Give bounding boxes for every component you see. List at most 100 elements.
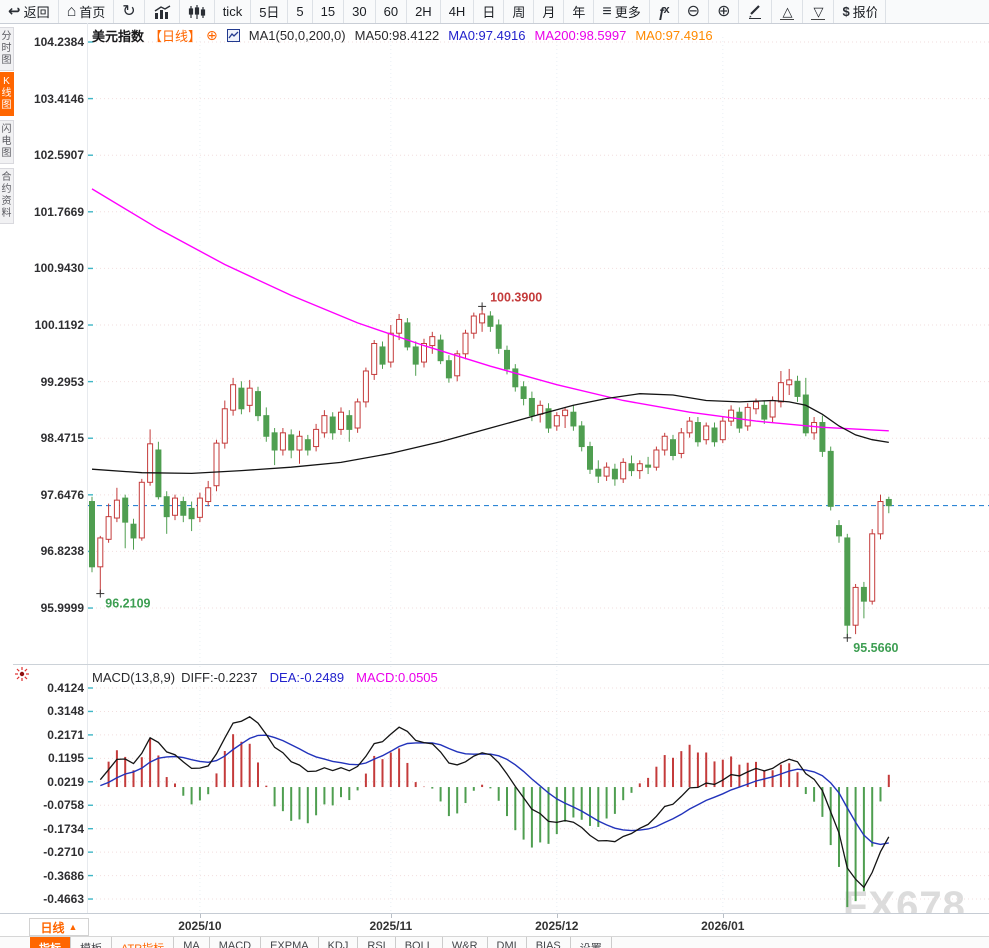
footer-tab[interactable]: MA	[174, 937, 210, 948]
main-y-tick-label: 97.6476	[40, 487, 84, 502]
toolbar-m15-button[interactable]: 15	[313, 0, 345, 23]
toolbar-more-button[interactable]: ≡ 更多	[594, 0, 650, 23]
toolbar-label: 返回	[23, 5, 50, 20]
ma200-value: MA200:98.5997	[534, 28, 627, 43]
macd-y-tick-label: 0.1195	[47, 751, 84, 766]
footer-tab[interactable]: EXPMA	[261, 937, 319, 948]
chart-header: 美元指数 【日线】 ⊕ MA1(50,0,200,0) MA50:98.4122…	[92, 26, 713, 45]
bottom-indicator-bar: 指标模板ATR指标MAMACDEXPMAKDJRSIBOLLW&RDMIBIAS…	[0, 936, 989, 948]
macd-y-tick-label: 0.4124	[47, 681, 84, 695]
toolbar-marker-down-button[interactable]: ▽	[803, 0, 835, 23]
toolbar-m30-button[interactable]: 30	[344, 0, 376, 23]
footer-tab[interactable]: ATR指标	[112, 937, 175, 948]
macd-y-tick-label: 0.2171	[47, 727, 84, 742]
toolbar-quote-button[interactable]: $ 报价	[834, 0, 886, 23]
x-axis-month-label: 2025/12	[535, 919, 579, 933]
triangle-down-icon: ▽	[811, 3, 826, 20]
footer-tab[interactable]: BIAS	[527, 937, 571, 948]
toolbar-zoom-in-button[interactable]: ⊕	[709, 0, 740, 23]
home-icon: ⌂	[66, 2, 77, 20]
period-tag: 【日线】	[149, 29, 202, 44]
x-axis-tick	[199, 914, 201, 918]
pencil-icon	[747, 4, 763, 19]
toolbar-refresh-button[interactable]: ↻	[114, 0, 145, 23]
x-axis-month-label: 2025/11	[369, 919, 413, 933]
main-y-tick-label: 95.9999	[40, 601, 84, 616]
toolbar-month-button[interactable]: 月	[534, 0, 565, 23]
toolbar-label: 5	[296, 4, 304, 19]
toolbar-marker-up-button[interactable]: △	[772, 0, 804, 23]
main-candlestick-chart[interactable]: 100.3900 96.2109 95.5660	[88, 23, 989, 664]
footer-tab[interactable]: 模板	[71, 937, 112, 948]
candlestick-icon	[188, 4, 206, 19]
main-y-tick-label: 96.8238	[40, 544, 84, 559]
toolbar-tick-button[interactable]: tick	[215, 0, 252, 23]
x-axis-tick	[556, 914, 558, 918]
toolbar-year-button[interactable]: 年	[564, 0, 595, 23]
toolbar-h2-button[interactable]: 2H	[407, 0, 441, 23]
macd-chart[interactable]	[88, 666, 989, 913]
footer-tab[interactable]: KDJ	[319, 937, 359, 948]
period-dropdown-button[interactable]: 日线 ▲	[29, 918, 89, 936]
indicator-settings-icon[interactable]	[14, 666, 30, 687]
toolbar-5d-button[interactable]: 5日	[251, 0, 289, 23]
macd-y-tick-label: 0.0219	[47, 774, 84, 789]
macd-params: MACD(13,8,9)	[92, 670, 176, 685]
footer-tab[interactable]: MACD	[210, 937, 262, 948]
svg-text:96.2109: 96.2109	[105, 597, 150, 611]
top-toolbar: ↩ 返回 ⌂ 首页 ↻ tick 5日 5 15 30 60 2H 4H 日周月年 ≡ 更多 ƒ x ⊖ ⊕ △ ▽ $ 报价	[0, 0, 989, 24]
toolbar-chart-type-bars-button[interactable]	[145, 0, 180, 23]
main-y-tick-label: 100.1192	[34, 318, 84, 332]
toolbar-h4-button[interactable]: 4H	[441, 0, 475, 23]
main-y-tick-label: 102.5907	[33, 148, 84, 163]
ma-definition: MA1(50,0,200,0)	[248, 28, 346, 43]
x-axis-tick	[722, 914, 724, 918]
x-axis-month-label: 2025/10	[178, 919, 222, 933]
footer-tab[interactable]: W&R	[443, 937, 488, 948]
toolbar-label: 60	[383, 4, 399, 19]
footer-tab[interactable]: RSI	[358, 937, 396, 948]
svg-text:100.3900: 100.3900	[490, 290, 542, 304]
footer-tab[interactable]: BOLL	[396, 937, 443, 948]
side-tab-3[interactable]: 闪电图	[0, 120, 14, 164]
toolbar-draw-button[interactable]	[739, 0, 773, 23]
toolbar-label: 日	[482, 5, 496, 20]
toolbar-chart-type-candles-button[interactable]	[180, 0, 215, 23]
plot-left-border	[87, 23, 88, 913]
toolbar-home-button[interactable]: ⌂ 首页	[59, 0, 115, 23]
add-indicator-icon[interactable]: ⊕	[206, 27, 218, 43]
footer-tab[interactable]: 指标	[30, 937, 71, 948]
side-tab-1[interactable]: 分时图	[0, 27, 14, 71]
ma0-value-blue: MA0:97.4916	[448, 28, 526, 43]
toolbar-m5-button[interactable]: 5	[288, 0, 313, 23]
toolbar-label: 年	[572, 5, 586, 20]
toolbar-week-button[interactable]: 周	[504, 0, 535, 23]
toolbar-label: 15	[320, 4, 336, 19]
side-tab-4[interactable]: 合约资料	[0, 168, 14, 224]
zoom-in-icon: ⊕	[717, 2, 731, 20]
main-y-tick-label: 103.4146	[33, 91, 84, 106]
ma0-value-orange: MA0:97.4916	[635, 28, 713, 43]
side-tab-2[interactable]: K线图	[0, 72, 14, 116]
toolbar-zoom-out-button[interactable]: ⊖	[679, 0, 710, 23]
toolbar-back-button[interactable]: ↩ 返回	[0, 0, 59, 23]
footer-tab[interactable]: 设置	[571, 937, 612, 948]
toolbar-label: tick	[222, 4, 243, 19]
bar-chart-icon	[153, 4, 171, 19]
x-axis-tick	[390, 914, 392, 918]
macd-y-tick-label: 0.3148	[47, 704, 84, 719]
toolbar-label: 更多	[614, 5, 641, 20]
toolbar-day-button[interactable]: 日	[474, 0, 505, 23]
macd-header: MACD(13,8,9) DIFF:-0.2237 DEA:-0.2489 MA…	[92, 670, 438, 685]
toolbar-m60-button[interactable]: 60	[376, 0, 408, 23]
footer-tab[interactable]: DMI	[488, 937, 527, 948]
dollar-icon: $	[842, 4, 850, 19]
main-y-tick-label: 101.7669	[33, 204, 84, 219]
toolbar-label: 首页	[79, 5, 106, 20]
dea-value: DEA:-0.2489	[269, 670, 345, 685]
diff-value: DIFF:-0.2237	[181, 670, 258, 685]
macd-y-tick-label: -0.1734	[43, 821, 84, 836]
toolbar-label: 4H	[448, 4, 466, 19]
